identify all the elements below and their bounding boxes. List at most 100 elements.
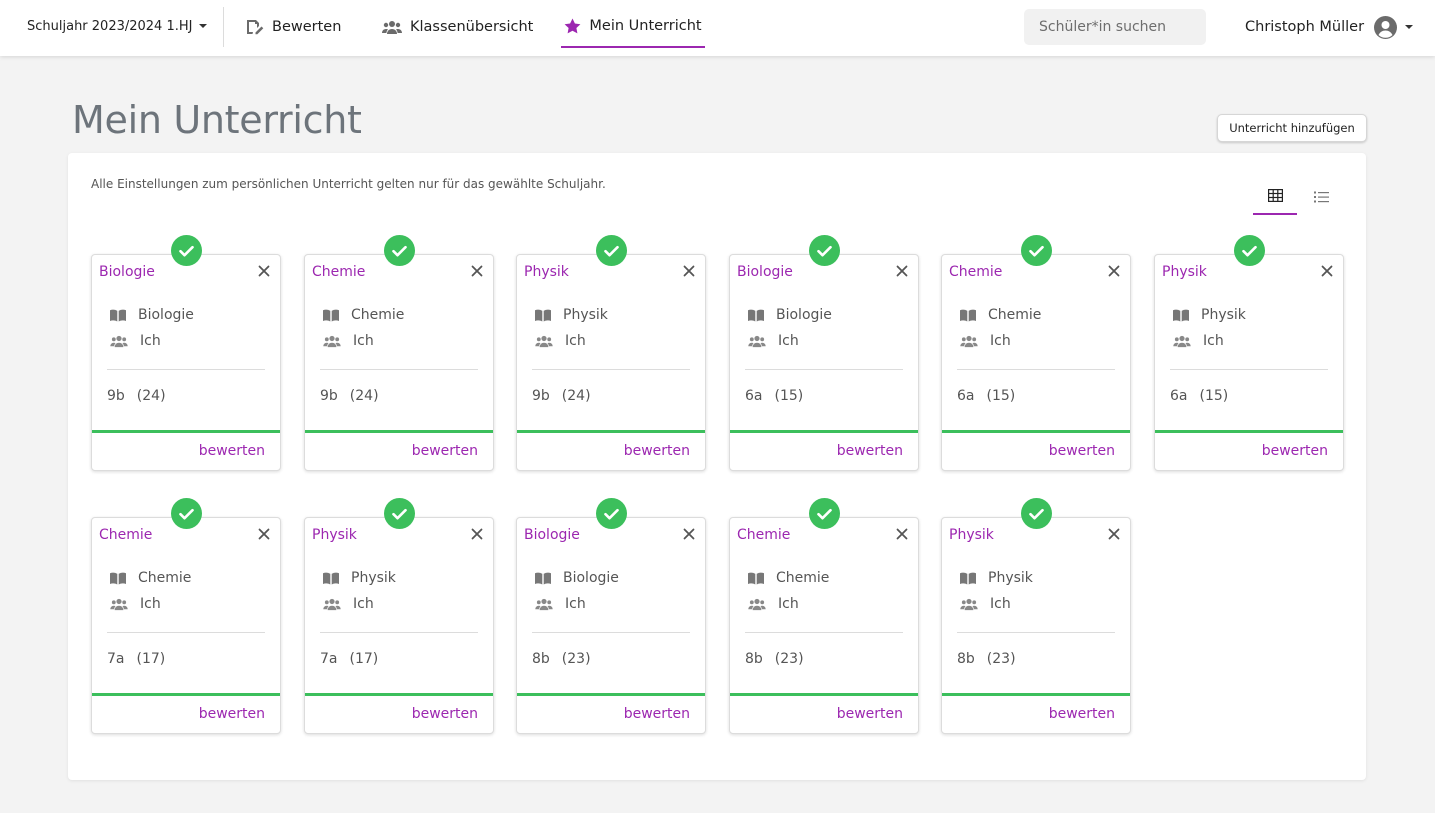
rate-link[interactable]: bewerten bbox=[623, 706, 690, 722]
course-title[interactable]: Physik bbox=[949, 527, 994, 543]
status-check-badge bbox=[384, 498, 415, 529]
course-title[interactable]: Biologie bbox=[99, 264, 155, 280]
close-icon[interactable] bbox=[471, 265, 483, 277]
teacher-label: Ich bbox=[353, 596, 374, 612]
close-icon[interactable] bbox=[896, 528, 908, 540]
nav-klassen-label: Klassenübersicht bbox=[410, 19, 534, 35]
rate-link[interactable]: bewerten bbox=[411, 443, 478, 459]
subject-label: Chemie bbox=[138, 570, 192, 586]
course-card: Chemie Chemie Ich 9b (24) bbox=[304, 235, 494, 471]
grid-view-toggle[interactable] bbox=[1253, 178, 1297, 215]
subject-row: Biologie bbox=[748, 307, 832, 323]
rate-link[interactable]: bewerten bbox=[1048, 706, 1115, 722]
check-icon bbox=[179, 508, 194, 519]
check-icon bbox=[604, 245, 619, 256]
rate-link[interactable]: bewerten bbox=[623, 443, 690, 459]
nav-klassenuebersicht[interactable]: Klassenübersicht bbox=[382, 6, 533, 48]
course-title[interactable]: Chemie bbox=[99, 527, 153, 543]
rate-link[interactable]: bewerten bbox=[836, 706, 903, 722]
close-icon[interactable] bbox=[1108, 528, 1120, 540]
class-info: 9b (24) bbox=[532, 388, 591, 404]
card-divider bbox=[957, 632, 1115, 633]
student-search-input[interactable] bbox=[1024, 9, 1206, 45]
close-icon[interactable] bbox=[1321, 265, 1333, 277]
rate-link[interactable]: bewerten bbox=[198, 706, 265, 722]
user-menu[interactable]: Christoph Müller bbox=[1245, 14, 1414, 40]
check-icon bbox=[1242, 245, 1257, 256]
grid-icon bbox=[1267, 189, 1283, 202]
course-card: Biologie Biologie Ich 6a (15) bbox=[729, 235, 919, 471]
users-icon bbox=[1173, 335, 1191, 347]
rate-link[interactable]: bewerten bbox=[1048, 443, 1115, 459]
school-year-dropdown[interactable]: Schuljahr 2023/2024 1.HJ bbox=[27, 0, 208, 52]
users-icon bbox=[323, 598, 341, 610]
nav-bewerten[interactable]: Bewerten bbox=[246, 6, 341, 48]
users-icon bbox=[382, 20, 402, 34]
class-name: 8b bbox=[745, 651, 763, 667]
list-view-toggle[interactable] bbox=[1299, 178, 1343, 215]
student-count: (15) bbox=[1199, 388, 1229, 404]
status-check-badge bbox=[1021, 498, 1052, 529]
status-bar bbox=[92, 693, 280, 696]
close-icon[interactable] bbox=[896, 265, 908, 277]
add-course-button[interactable]: Unterricht hinzufügen bbox=[1217, 114, 1367, 142]
teacher-label: Ich bbox=[990, 596, 1011, 612]
nav-mein-label: Mein Unterricht bbox=[589, 18, 702, 34]
course-title[interactable]: Chemie bbox=[737, 527, 791, 543]
close-icon[interactable] bbox=[683, 528, 695, 540]
status-check-badge bbox=[596, 498, 627, 529]
status-check-badge bbox=[171, 498, 202, 529]
teacher-row: Ich bbox=[110, 333, 161, 349]
book-open-icon bbox=[110, 572, 126, 584]
check-icon bbox=[817, 245, 832, 256]
status-bar bbox=[92, 430, 280, 433]
rate-link[interactable]: bewerten bbox=[836, 443, 903, 459]
status-bar bbox=[305, 693, 493, 696]
users-icon bbox=[535, 598, 553, 610]
edit-document-icon bbox=[247, 20, 264, 35]
close-icon[interactable] bbox=[1108, 265, 1120, 277]
student-count: (17) bbox=[349, 651, 379, 667]
users-icon bbox=[960, 335, 978, 347]
rate-link[interactable]: bewerten bbox=[198, 443, 265, 459]
student-count: (24) bbox=[136, 388, 166, 404]
course-title[interactable]: Biologie bbox=[737, 264, 793, 280]
course-title[interactable]: Biologie bbox=[524, 527, 580, 543]
class-info: 6a (15) bbox=[745, 388, 803, 404]
status-check-badge bbox=[1021, 235, 1052, 266]
class-info: 9b (24) bbox=[320, 388, 379, 404]
course-title[interactable]: Chemie bbox=[312, 264, 366, 280]
close-icon[interactable] bbox=[471, 528, 483, 540]
close-icon[interactable] bbox=[258, 265, 270, 277]
course-card: Physik Physik Ich 7a (17) bbox=[304, 498, 494, 734]
rate-link[interactable]: bewerten bbox=[411, 706, 478, 722]
top-navbar: Schuljahr 2023/2024 1.HJ Bewerten Klasse… bbox=[0, 0, 1435, 56]
teacher-label: Ich bbox=[778, 333, 799, 349]
course-card: Chemie Chemie Ich 6a (15) bbox=[941, 235, 1131, 471]
users-icon bbox=[110, 598, 128, 610]
rate-link[interactable]: bewerten bbox=[1261, 443, 1328, 459]
class-info: 8b (23) bbox=[745, 651, 804, 667]
course-title[interactable]: Chemie bbox=[949, 264, 1003, 280]
student-count: (24) bbox=[561, 388, 591, 404]
class-info: 7a (17) bbox=[107, 651, 165, 667]
status-check-badge bbox=[809, 498, 840, 529]
close-icon[interactable] bbox=[258, 528, 270, 540]
teacher-label: Ich bbox=[140, 333, 161, 349]
subject-label: Chemie bbox=[776, 570, 830, 586]
nav-mein-unterricht[interactable]: Mein Unterricht bbox=[561, 6, 705, 48]
users-icon bbox=[748, 598, 766, 610]
course-title[interactable]: Physik bbox=[524, 264, 569, 280]
card-divider bbox=[1170, 369, 1328, 370]
course-title[interactable]: Physik bbox=[1162, 264, 1207, 280]
status-check-badge bbox=[596, 235, 627, 266]
subject-label: Physik bbox=[351, 570, 396, 586]
close-icon[interactable] bbox=[683, 265, 695, 277]
subject-label: Chemie bbox=[351, 307, 405, 323]
course-title[interactable]: Physik bbox=[312, 527, 357, 543]
class-info: 7a (17) bbox=[320, 651, 378, 667]
status-check-badge bbox=[171, 235, 202, 266]
teacher-row: Ich bbox=[960, 596, 1011, 612]
subject-label: Physik bbox=[988, 570, 1033, 586]
info-text: Alle Einstellungen zum persönlichen Unte… bbox=[91, 177, 606, 191]
